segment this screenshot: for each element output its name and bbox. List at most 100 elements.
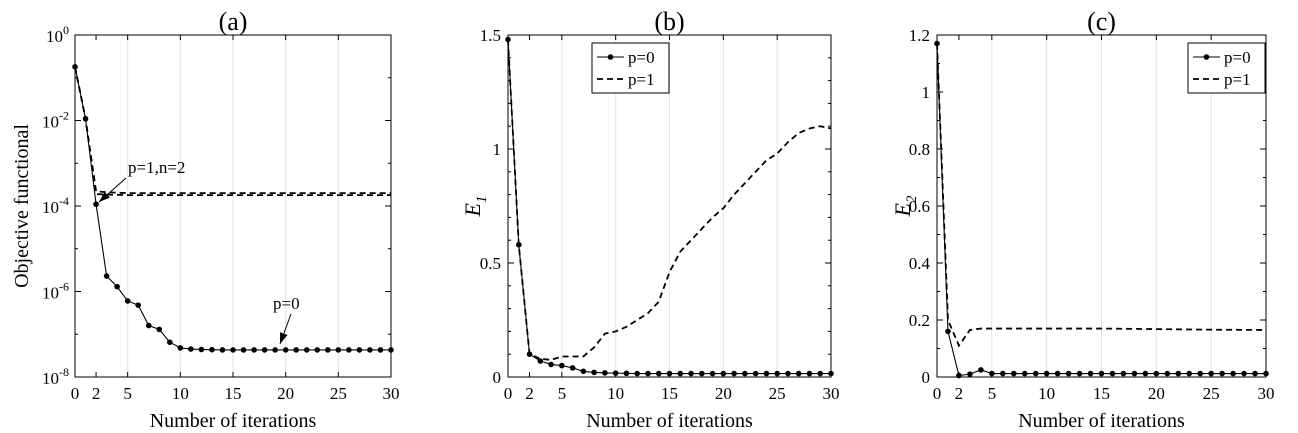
data-point <box>240 347 247 353</box>
data-point <box>282 347 289 353</box>
x-tick-label: 10 <box>172 384 189 403</box>
data-point <box>167 339 173 346</box>
x-tick-label: 15 <box>1093 384 1110 403</box>
data-point <box>688 370 694 377</box>
legend-label: p=0 <box>1224 48 1251 67</box>
x-tick-label: 10 <box>1038 384 1055 403</box>
data-point <box>569 365 576 371</box>
y-tick-label: 0.4 <box>909 254 931 273</box>
x-tick-label: 15 <box>661 384 678 403</box>
x-axis-label: Number of iterations <box>586 410 753 432</box>
y-tick-label: 0.2 <box>909 311 930 330</box>
x-tick-label: 5 <box>123 384 132 403</box>
legend: p=0p=1 <box>1187 42 1266 94</box>
series-line-p-1-n-2 <box>74 66 391 195</box>
y-tick-label: 1 <box>493 140 502 159</box>
data-point <box>335 347 342 353</box>
data-point <box>230 347 236 353</box>
data-point <box>198 346 205 353</box>
data-point <box>795 370 802 377</box>
data-point <box>1197 370 1203 377</box>
data-point <box>367 347 373 353</box>
data-point <box>1109 370 1116 377</box>
data-point <box>93 201 99 208</box>
y-tick-label: 1 <box>922 83 931 102</box>
data-point <box>1230 370 1236 377</box>
y-tick-label: 1.2 <box>909 26 930 45</box>
annotation-arrowhead <box>99 191 110 202</box>
y-tick-label: 100 <box>46 23 69 46</box>
x-tick-label: 0 <box>71 384 80 403</box>
y-tick-label: 10-8 <box>42 365 69 388</box>
data-point <box>945 328 951 335</box>
data-point <box>602 370 608 376</box>
legend-label: p=0 <box>628 48 655 67</box>
data-point <box>1175 370 1182 377</box>
data-point <box>261 347 268 353</box>
data-point <box>377 347 384 353</box>
data-point <box>699 370 705 377</box>
data-point <box>346 347 352 353</box>
data-point <box>124 298 131 304</box>
legend-marker <box>1203 54 1210 60</box>
x-axis-label: Number of iterations <box>1018 410 1185 432</box>
data-point <box>752 370 759 377</box>
data-point <box>1164 370 1171 377</box>
data-point <box>1241 370 1247 377</box>
data-point <box>293 347 300 353</box>
panel-label: (c) <box>1087 7 1116 36</box>
x-tick-label: 25 <box>769 384 786 403</box>
data-point <box>645 370 651 377</box>
data-point <box>272 347 278 353</box>
data-point <box>1120 370 1127 377</box>
y-tick-label: 1.5 <box>480 26 501 45</box>
data-point <box>742 370 748 377</box>
data-point <box>591 369 597 376</box>
legend-box <box>591 42 670 94</box>
data-point <box>548 361 554 368</box>
data-point <box>325 347 331 353</box>
x-tick-label: 20 <box>1148 384 1165 403</box>
x-tick-label: 30 <box>1258 384 1275 403</box>
panel-label: (b) <box>654 7 684 36</box>
y-tick-label: 0 <box>493 368 502 387</box>
x-axis-label: Number of iterations <box>150 410 317 432</box>
series-line-p-1-n-2 <box>74 66 391 196</box>
x-tick-label: 2 <box>92 384 101 403</box>
data-point <box>1131 370 1138 377</box>
y-tick-label: 0.6 <box>909 197 930 216</box>
x-tick-label: 10 <box>607 384 624 403</box>
data-point <box>559 362 565 369</box>
data-point <box>817 370 824 377</box>
data-point <box>677 370 684 377</box>
y-tick-label: 10-6 <box>42 280 69 303</box>
data-point <box>356 347 363 353</box>
data-point <box>1010 370 1017 377</box>
x-tick-label: 30 <box>383 384 400 403</box>
data-point <box>114 283 120 290</box>
data-point <box>1252 370 1258 377</box>
x-tick-label: 20 <box>715 384 732 403</box>
x-tick-label: 5 <box>558 384 567 403</box>
data-point <box>1219 370 1225 377</box>
y-axis-label: E1 <box>460 196 490 218</box>
annotation-label: p=0 <box>273 294 300 313</box>
legend-label: p=1 <box>628 70 655 89</box>
data-point <box>1087 370 1094 377</box>
data-point <box>623 370 630 377</box>
data-point <box>145 322 152 329</box>
chart-panel-1: (a)0 2 5 10 15 20 25 3010-810-610-410-2100Numbe… <box>11 7 400 432</box>
legend-marker <box>607 54 614 60</box>
y-tick-label: 10-4 <box>42 194 69 217</box>
data-point <box>156 326 163 333</box>
y-tick-label: 0 <box>922 368 931 387</box>
data-point <box>967 371 973 377</box>
x-tick-label: 30 <box>823 384 840 403</box>
series-line-p-1 <box>936 43 1267 348</box>
panel-label: (a) <box>219 7 248 36</box>
x-tick-label: 0 <box>504 384 513 403</box>
x-tick-label: 25 <box>1203 384 1220 403</box>
data-point <box>1021 370 1028 377</box>
